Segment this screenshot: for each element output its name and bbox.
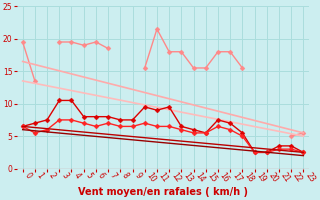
- X-axis label: Vent moyen/en rafales ( km/h ): Vent moyen/en rafales ( km/h ): [78, 187, 248, 197]
